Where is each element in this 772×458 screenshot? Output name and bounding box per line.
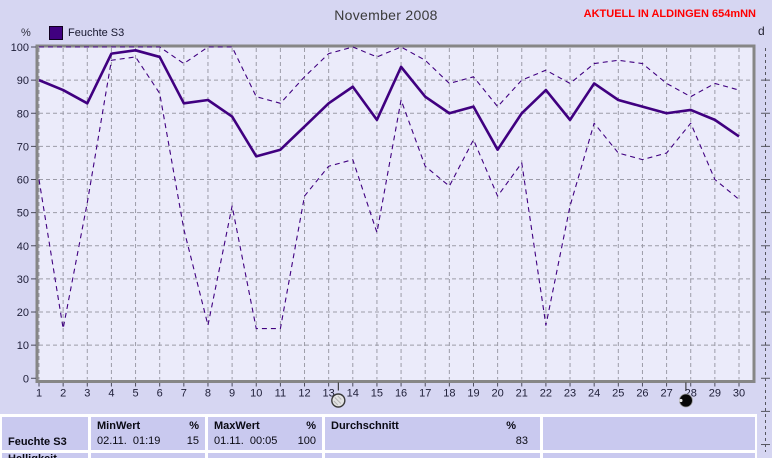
series-max	[39, 46, 740, 108]
maxwert-cell: MaxWert % 01.11. 00:05 100	[208, 417, 322, 450]
minwert-cell: MinWert % 02.11. 01:19 15	[91, 417, 205, 450]
svg-text:20: 20	[491, 388, 503, 400]
svg-text:30: 30	[733, 388, 745, 400]
svg-text:27: 27	[660, 388, 672, 400]
svg-text:7: 7	[181, 388, 187, 400]
next-row-label-cell: Helligkeit	[2, 453, 88, 458]
svg-text:10: 10	[17, 340, 29, 352]
legend: Feuchte S3	[49, 26, 124, 40]
secondary-axis	[761, 48, 770, 452]
svg-text:10: 10	[250, 388, 262, 400]
svg-text:16: 16	[395, 388, 407, 400]
next-row-cell	[543, 453, 755, 458]
svg-text:6: 6	[157, 388, 163, 400]
x-axis: 1 2 3 4 5 6 7 8 9 10 11 12 13 14 15 16 17 18 19 20 21 22 23 24 2…	[36, 383, 745, 400]
svg-text:13: 13	[323, 388, 335, 400]
maxwert-timestamp: 01.11. 00:05	[214, 435, 278, 447]
svg-text:23: 23	[564, 388, 576, 400]
series-durchschnitt	[38, 49, 740, 158]
durchschnitt-header: Durchschnitt	[331, 420, 399, 432]
svg-text:2: 2	[60, 388, 66, 400]
svg-text:20: 20	[17, 307, 29, 319]
minwert-timestamp: 02.11. 01:19	[97, 435, 161, 447]
svg-text:9: 9	[229, 388, 235, 400]
svg-text:4: 4	[108, 388, 114, 400]
svg-text:70: 70	[17, 141, 29, 153]
svg-text:26: 26	[636, 388, 648, 400]
svg-text:15: 15	[371, 388, 383, 400]
svg-text:11: 11	[275, 388, 286, 400]
minwert-header: MinWert	[97, 420, 141, 432]
svg-text:80: 80	[17, 108, 29, 120]
svg-text:90: 90	[17, 75, 29, 87]
svg-text:50: 50	[17, 208, 29, 220]
plot-frame	[35, 44, 756, 383]
durchschnitt-value: 83	[515, 435, 528, 447]
summary-table: Feuchte S3 MinWert % 02.11. 01:19 15 Max…	[0, 414, 757, 458]
svg-text:21: 21	[516, 388, 528, 400]
next-series-name-label: Helligkeit	[8, 453, 57, 458]
next-row-cell	[208, 453, 322, 458]
y-axis-unit-label: %	[21, 27, 31, 39]
empty-cell	[543, 417, 755, 450]
y-axis: 0 10 20 30 40 50 60 70 80 90 100	[11, 42, 36, 385]
legend-color-swatch	[49, 26, 63, 40]
svg-text:5: 5	[132, 388, 138, 400]
full-moon-marker	[331, 382, 346, 408]
next-row-cell	[325, 453, 540, 458]
svg-text:30: 30	[17, 274, 29, 286]
maxwert-value: 100	[297, 435, 316, 447]
series-name-label: Feuchte S3	[8, 436, 67, 448]
svg-text:100: 100	[11, 42, 29, 54]
svg-text:19: 19	[467, 388, 479, 400]
svg-text:3: 3	[84, 388, 90, 400]
table-row-label-cell: Feuchte S3	[2, 417, 88, 450]
svg-text:40: 40	[17, 241, 29, 253]
svg-text:0: 0	[23, 373, 29, 385]
svg-text:14: 14	[347, 388, 359, 400]
maxwert-unit: %	[306, 420, 316, 432]
next-row-cell	[91, 453, 205, 458]
secondary-axis-label: d	[758, 24, 765, 38]
new-moon-marker	[678, 382, 693, 408]
minwert-value: 15	[186, 435, 199, 447]
svg-text:24: 24	[588, 388, 600, 400]
svg-text:18: 18	[443, 388, 455, 400]
svg-text:60: 60	[17, 175, 29, 187]
svg-text:22: 22	[540, 388, 552, 400]
legend-label: Feuchte S3	[68, 27, 125, 39]
svg-text:29: 29	[709, 388, 721, 400]
svg-text:17: 17	[419, 388, 431, 400]
maxwert-header: MaxWert	[214, 420, 260, 432]
durchschnitt-unit: %	[506, 420, 516, 432]
series-min	[38, 56, 740, 330]
svg-text:8: 8	[205, 388, 211, 400]
station-label: AKTUELL IN ALDINGEN 654mNN	[583, 8, 756, 20]
svg-text:25: 25	[612, 388, 624, 400]
svg-text:12: 12	[298, 388, 310, 400]
page-title: November 2008	[334, 7, 438, 23]
svg-text:1: 1	[36, 388, 42, 400]
durchschnitt-cell: Durchschnitt % 83	[325, 417, 540, 450]
minwert-unit: %	[189, 420, 199, 432]
